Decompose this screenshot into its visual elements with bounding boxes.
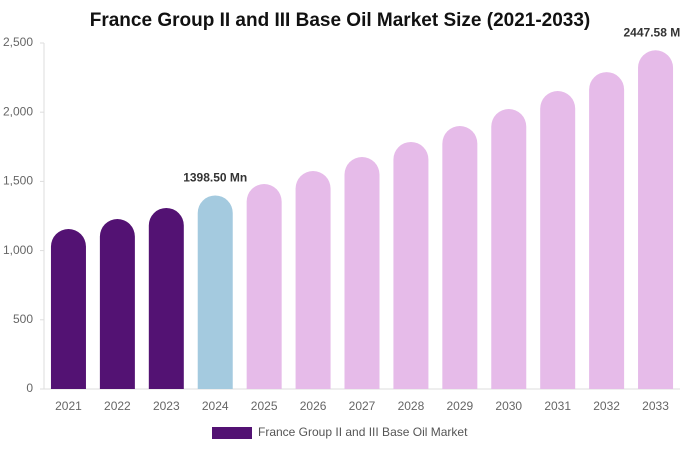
bar [50, 229, 86, 389]
bar [540, 91, 576, 389]
y-tick-label: 1,500 [3, 174, 33, 188]
bar [638, 50, 674, 389]
bar [442, 126, 478, 389]
value-label: 1398.50 Mn [183, 171, 247, 185]
y-tick-label: 2,000 [3, 104, 33, 118]
bar [344, 157, 380, 389]
x-tick-label: 2031 [544, 399, 571, 413]
x-tick-label: 2026 [300, 399, 327, 413]
bar [99, 219, 135, 389]
x-tick-label: 2028 [398, 399, 425, 413]
bar [246, 184, 282, 389]
y-tick-label: 500 [13, 312, 33, 326]
bar [589, 72, 625, 389]
legend-swatch [212, 427, 252, 439]
legend-label: France Group II and III Base Oil Market [258, 425, 468, 439]
value-label: 2447.58 Mn [624, 25, 680, 39]
x-tick-label: 2030 [495, 399, 522, 413]
x-tick-label: 2024 [202, 399, 229, 413]
bar [148, 207, 184, 389]
x-tick-label: 2032 [593, 399, 620, 413]
bar [295, 171, 331, 389]
y-tick-label: 0 [26, 381, 33, 395]
x-tick-label: 2023 [153, 399, 180, 413]
x-tick-label: 2025 [251, 399, 278, 413]
bar [491, 109, 527, 390]
bar [197, 195, 233, 389]
bar [393, 141, 429, 389]
x-tick-label: 2029 [446, 399, 473, 413]
x-tick-label: 2022 [104, 399, 131, 413]
chart-title: France Group II and III Base Oil Market … [90, 10, 591, 31]
x-tick-label: 2021 [55, 399, 82, 413]
y-tick-label: 1,000 [3, 243, 33, 257]
y-tick-label: 2,500 [3, 35, 33, 49]
x-tick-label: 2033 [642, 399, 669, 413]
x-tick-label: 2027 [349, 399, 376, 413]
